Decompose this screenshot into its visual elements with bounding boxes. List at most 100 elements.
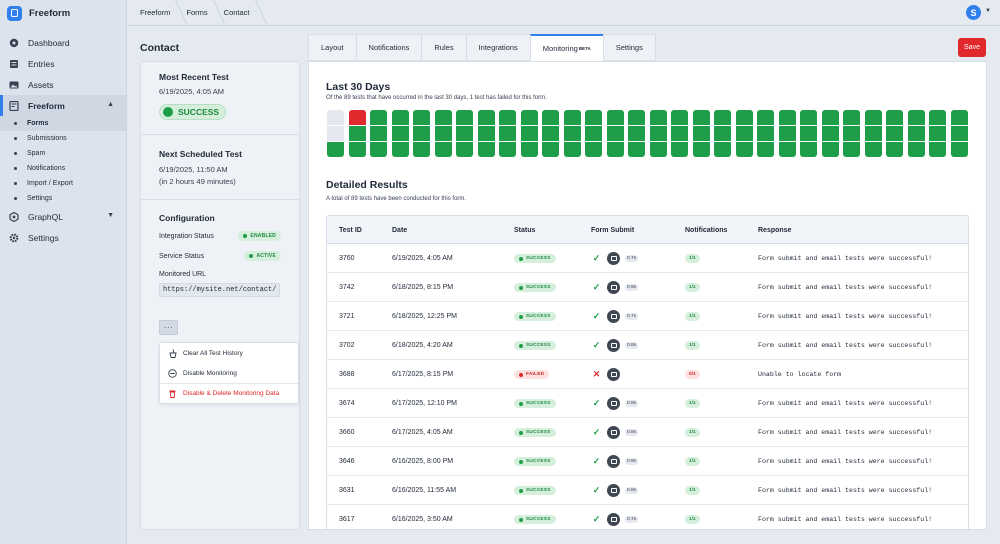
table-row[interactable]: 3646 6/16/2025, 8:00 PM SUCCESS ✓ 0.9s 1/1 For… [327,447,968,476]
screenshot-icon[interactable] [607,310,620,323]
history-day-bar[interactable] [821,110,839,157]
history-day-bar[interactable] [735,110,753,157]
history-test-segment[interactable] [327,126,344,141]
history-test-segment[interactable] [606,126,624,141]
history-day-bar[interactable] [950,110,968,157]
screenshot-icon[interactable] [607,426,620,439]
tab-rules[interactable]: Rules [421,34,466,61]
history-test-segment[interactable] [585,110,602,125]
history-test-segment[interactable] [413,142,430,157]
history-test-segment[interactable] [348,126,366,141]
history-test-segment[interactable] [563,142,581,157]
history-test-segment[interactable] [821,126,839,141]
screenshot-icon[interactable] [607,513,620,526]
history-test-segment[interactable] [434,126,452,141]
history-test-segment[interactable] [649,110,667,125]
history-test-segment[interactable] [929,142,946,157]
history-test-segment[interactable] [628,126,645,141]
history-test-segment[interactable] [886,126,903,141]
history-day-bar[interactable] [886,110,903,157]
sidebar-item-assets[interactable]: Assets [0,74,126,95]
history-test-segment[interactable] [907,110,925,125]
history-test-segment[interactable] [864,110,882,125]
history-day-bar[interactable] [671,110,688,157]
history-test-segment[interactable] [714,142,731,157]
test-id[interactable]: 3688 [339,371,355,378]
screenshot-icon[interactable] [607,484,620,497]
sidebar-subitem-import-export[interactable]: Import / Export [0,176,126,191]
history-test-segment[interactable] [413,110,430,125]
history-test-segment[interactable] [628,142,645,157]
history-test-segment[interactable] [585,142,602,157]
column-header-status[interactable]: Status [514,226,536,234]
chevron-down-icon[interactable]: ▼ [107,212,114,219]
sidebar-subitem-forms[interactable]: Forms [0,116,126,131]
column-header-response[interactable]: Response [758,226,792,234]
history-day-bar[interactable] [907,110,925,157]
tab-settings[interactable]: Settings [602,34,656,61]
table-row[interactable]: 3617 6/16/2025, 3:50 AM SUCCESS ✓ 0.7s 1/1 For… [327,505,968,529]
test-id[interactable]: 3631 [339,487,355,494]
table-row[interactable]: 3721 6/18/2025, 12:25 PM SUCCESS ✓ 0.7s 1/1 Fo… [327,302,968,331]
tab-integrations[interactable]: Integrations [465,34,530,61]
history-test-segment[interactable] [348,110,366,125]
history-day-bar[interactable] [542,110,559,157]
test-id[interactable]: 3660 [339,429,355,436]
history-test-segment[interactable] [757,142,774,157]
history-test-segment[interactable] [843,126,860,141]
history-test-segment[interactable] [413,126,430,141]
tab-notifications[interactable]: Notifications [355,34,422,61]
history-test-segment[interactable] [692,110,710,125]
history-test-segment[interactable] [821,142,839,157]
test-id[interactable]: 3646 [339,458,355,465]
brand[interactable]: Freeform [0,0,126,26]
screenshot-icon[interactable] [607,339,620,352]
history-day-bar[interactable] [370,110,387,157]
history-day-bar[interactable] [649,110,667,157]
history-test-segment[interactable] [434,142,452,157]
history-test-segment[interactable] [800,142,817,157]
history-day-bar[interactable] [778,110,796,157]
delete-monitoring-data-menu-item[interactable]: Disable & Delete Monitoring Data [160,383,298,403]
breadcrumb-freeform[interactable]: Freeform [140,8,180,17]
history-test-segment[interactable] [585,126,602,141]
history-test-segment[interactable] [929,110,946,125]
table-row[interactable]: 3631 6/16/2025, 11:55 AM SUCCESS ✓ 0.8s 1/1 Fo… [327,476,968,505]
history-test-segment[interactable] [843,110,860,125]
history-day-bar[interactable] [327,110,344,157]
history-test-segment[interactable] [327,110,344,125]
history-test-segment[interactable] [757,110,774,125]
history-day-bar[interactable] [628,110,645,157]
history-test-segment[interactable] [671,110,688,125]
history-test-segment[interactable] [714,110,731,125]
sidebar-subitem-spam[interactable]: Spam [0,146,126,161]
history-test-segment[interactable] [692,126,710,141]
history-day-bar[interactable] [348,110,366,157]
save-button[interactable]: Save [958,38,986,57]
history-day-bar[interactable] [477,110,495,157]
chevron-up-icon[interactable]: ▲ [107,101,114,108]
screenshot-icon[interactable] [607,455,620,468]
history-test-segment[interactable] [477,110,495,125]
table-row[interactable]: 3674 6/17/2025, 12:10 PM SUCCESS ✓ 0.8s 1/1 Fo… [327,389,968,418]
history-test-segment[interactable] [628,110,645,125]
history-test-segment[interactable] [649,142,667,157]
history-test-segment[interactable] [477,126,495,141]
history-day-bar[interactable] [714,110,731,157]
screenshot-icon[interactable] [607,397,620,410]
column-header-form-submit[interactable]: Form Submit [591,226,635,234]
history-test-segment[interactable] [735,126,753,141]
history-test-segment[interactable] [606,110,624,125]
breadcrumb-contact[interactable]: Contact [224,8,260,17]
history-test-segment[interactable] [348,142,366,157]
tab-layout[interactable]: Layout [308,34,356,61]
breadcrumb-forms[interactable]: Forms [186,8,217,17]
history-test-segment[interactable] [950,126,968,141]
history-test-segment[interactable] [327,142,344,157]
history-test-segment[interactable] [821,110,839,125]
history-test-segment[interactable] [886,142,903,157]
table-row[interactable]: 3688 6/17/2025, 8:15 PM FAILED ✕ 0/1 Unable t… [327,360,968,389]
history-test-segment[interactable] [499,142,516,157]
tab-monitoring[interactable]: Monitoring BETA [529,34,603,61]
history-day-bar[interactable] [692,110,710,157]
